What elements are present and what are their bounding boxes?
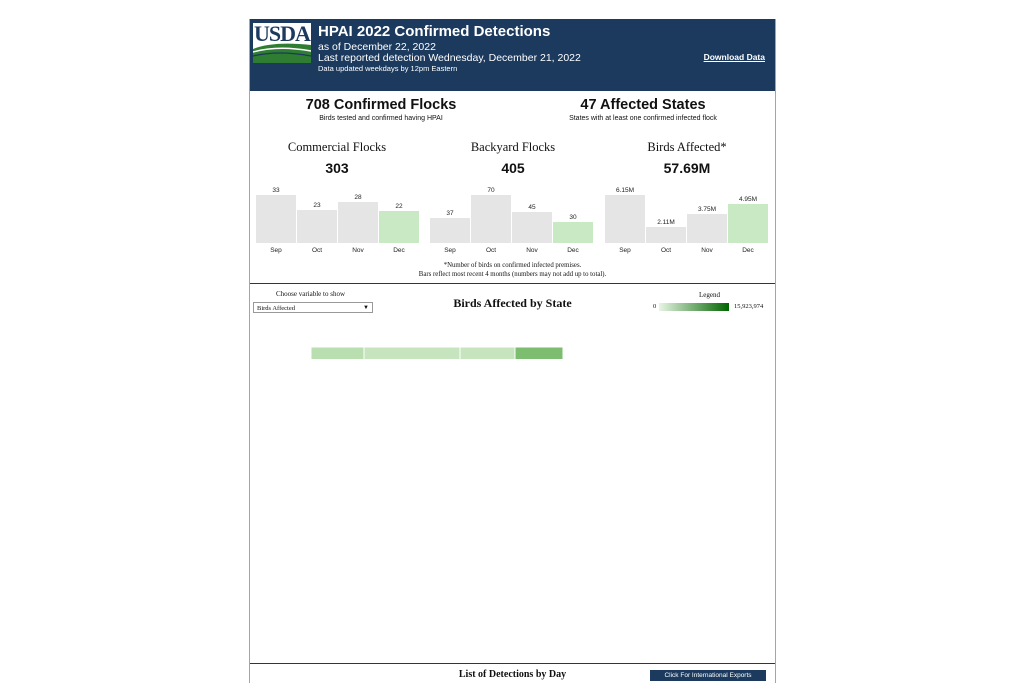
bar-category-label: Nov <box>701 247 713 254</box>
backyard-flocks-value: 405 <box>501 160 525 176</box>
state-shape-wa[interactable] <box>310 346 367 359</box>
footnote-bars: Bars reflect most recent 4 months (numbe… <box>418 271 607 278</box>
legend-title: Legend <box>699 291 720 299</box>
legend-min: 0 <box>653 303 657 310</box>
footnote-birds: *Number of birds on confirmed infected p… <box>443 262 582 269</box>
bar-category-label: Oct <box>486 247 496 254</box>
bar-category-label: Dec <box>567 247 579 254</box>
usda-logo: USDA <box>252 21 312 63</box>
bar-value-label: 3.75M <box>698 206 716 213</box>
map-title: Birds Affected by State <box>453 296 572 310</box>
bar-category-label: Sep <box>270 247 282 254</box>
bar-category-label: Sep <box>619 247 631 254</box>
bar-backyard-flockssep[interactable] <box>430 218 470 243</box>
bar-value-label: 22 <box>395 203 403 210</box>
variable-dropdown[interactable]: Birds Affected ▼ <box>253 302 373 313</box>
as-of-date: as of December 22, 2022 <box>318 41 436 53</box>
bar-value-label: 6.15M <box>616 187 634 194</box>
bar-birds-affected-sep[interactable] <box>605 195 645 243</box>
commercial-flocks-value: 303 <box>325 160 349 176</box>
state-shape-nd[interactable] <box>459 346 516 359</box>
affected-states-headline: 47 Affected States <box>580 97 706 113</box>
detections-list-title: List of Detections by Day <box>458 669 567 680</box>
state-shape-mn[interactable] <box>514 346 564 359</box>
dashboard-panel: USDA HPAI 2022 Confirmed Detections as o… <box>249 19 776 683</box>
section-divider <box>250 283 775 284</box>
bar-category-label: Dec <box>393 247 405 254</box>
bar-commercial-flocksnov[interactable] <box>338 202 378 243</box>
bar-value-label: 23 <box>313 202 321 209</box>
birds-affected-value: 57.69M <box>663 160 711 176</box>
commercial-flocks-title: Commercial Flocks <box>287 140 387 154</box>
bar-birds-affected-oct[interactable] <box>646 227 686 243</box>
header: USDA HPAI 2022 Confirmed Detections as o… <box>250 19 775 91</box>
bar-value-label: 4.95M <box>739 196 757 203</box>
bottom-divider <box>250 663 775 664</box>
usda-logo-graphic <box>252 43 312 63</box>
legend-max: 15,923,974 <box>734 303 764 310</box>
update-note: Data updated weekdays by 12pm Eastern <box>318 64 458 73</box>
bar-value-label: 45 <box>528 204 536 211</box>
state-shape-mt[interactable] <box>363 346 461 359</box>
bar-commercial-flocksdec[interactable] <box>379 211 419 243</box>
bar-value-label: 33 <box>272 187 280 194</box>
dropdown-value: Birds Affected <box>257 305 295 312</box>
dashboard-title: HPAI 2022 Confirmed Detections <box>318 23 551 40</box>
bar-backyard-flocksnov[interactable] <box>512 212 552 243</box>
affected-states-sub: States with at least one confirmed infec… <box>569 115 717 122</box>
bar-backyard-flocksdec[interactable] <box>553 222 593 243</box>
bar-category-label: Oct <box>312 247 322 254</box>
bar-value-label: 70 <box>487 187 495 194</box>
bar-backyard-flocksoct[interactable] <box>471 195 511 243</box>
bar-value-label: 28 <box>354 194 362 201</box>
bar-value-label: 2.11M <box>657 219 675 226</box>
backyard-flocks-title: Backyard Flocks <box>470 140 556 154</box>
logo-text: USDA <box>254 21 311 46</box>
bar-category-label: Nov <box>352 247 364 254</box>
bar-category-label: Sep <box>444 247 456 254</box>
bar-commercial-flockssep[interactable] <box>256 195 296 243</box>
bar-commercial-flocksoct[interactable] <box>297 210 337 243</box>
variable-chooser-label: Choose variable to show <box>276 290 346 298</box>
us-state-map[interactable]: WA MT ND MN ME OR ID WY SD WI MI VT NH N… <box>250 19 775 359</box>
bar-birds-affected-nov[interactable] <box>687 214 727 243</box>
confirmed-flocks-sub: Birds tested and confirmed having HPAI <box>319 115 443 122</box>
bar-category-label: Dec <box>742 247 754 254</box>
bar-birds-affected-dec[interactable] <box>728 204 768 243</box>
download-data-link[interactable]: Download Data <box>703 52 765 62</box>
international-exports-button[interactable]: Click For International Exports <box>650 670 766 681</box>
bar-value-label: 37 <box>446 210 454 217</box>
confirmed-flocks-headline: 708 Confirmed Flocks <box>305 97 457 113</box>
chevron-down-icon: ▼ <box>363 305 369 311</box>
birds-affected-title: Birds Affected* <box>647 140 727 154</box>
bar-category-label: Oct <box>661 247 671 254</box>
monthly-bar-charts: 33 Sep 23 Oct 28 Nov 22 Dec 37 Sep 70 Oct 45 Nov 30 Dec… <box>256 187 768 254</box>
bar-category-label: Nov <box>526 247 538 254</box>
bar-value-label: 30 <box>569 214 577 221</box>
last-detection: Last reported detection Wednesday, Decem… <box>318 52 581 64</box>
legend-gradient <box>659 303 729 311</box>
